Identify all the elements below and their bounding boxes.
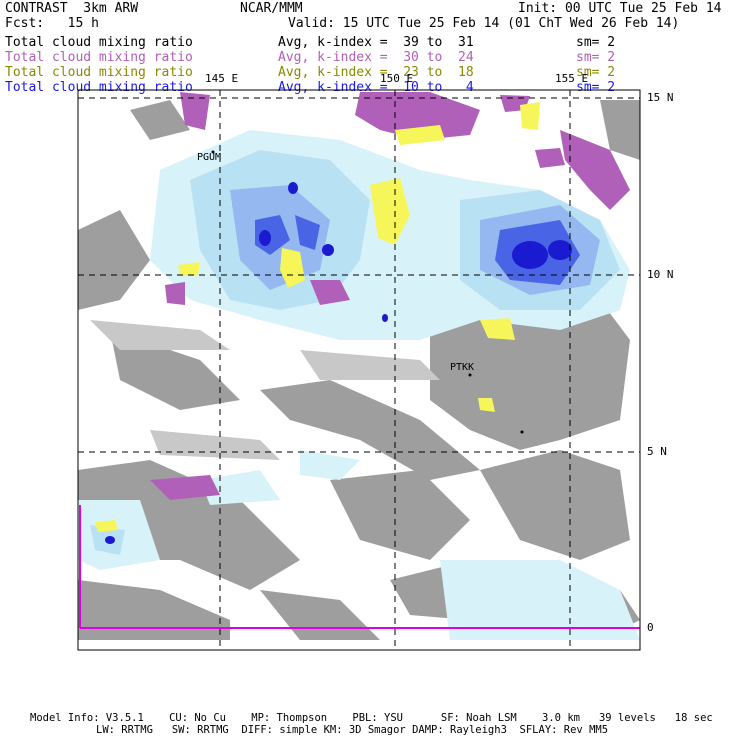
pale-cyan-patch xyxy=(440,560,640,640)
gray-cloud-patch xyxy=(330,470,470,560)
gray-cloud-patch xyxy=(130,100,190,140)
legend-range: Avg, k-index = 23 to 18 xyxy=(278,65,474,80)
init-time: Init: 00 UTC Tue 25 Feb 14 xyxy=(518,1,722,16)
purple-cloud-layer xyxy=(150,92,630,500)
yellow-patch xyxy=(395,125,445,145)
plot-title: CONTRAST 3km ARW xyxy=(5,1,139,16)
deep-blue-core xyxy=(288,182,298,194)
legend-field: Total cloud mixing ratio xyxy=(5,50,193,65)
legend-range: Avg, k-index = 10 to 4 xyxy=(278,80,474,95)
blue-patch xyxy=(295,215,320,250)
station-label-ptkk: PTKK xyxy=(450,362,475,373)
gray-cloud-patch xyxy=(260,590,380,640)
cloud-field xyxy=(78,92,640,640)
purple-patch xyxy=(535,148,565,168)
model-info-line2: LW: RRTMG SW: RRTMG DIFF: simple KM: 3D … xyxy=(96,724,609,736)
yellow-patch xyxy=(280,248,305,288)
yellow-patch xyxy=(178,262,200,276)
gray-cloud-patch xyxy=(480,450,630,560)
lat-label-10N: 10 N xyxy=(647,268,674,281)
yellow-patch xyxy=(95,520,118,532)
center-label: NCAR/MMM xyxy=(240,1,303,16)
gray-cloud-patch xyxy=(78,210,150,310)
lon-label-145E: 145 E xyxy=(205,72,239,85)
yellow-patch xyxy=(520,102,540,130)
legend-field: Total cloud mixing ratio xyxy=(5,35,193,50)
deep-blue-cloud-layer xyxy=(105,182,572,544)
lat-label-15N: 15 N xyxy=(647,91,674,104)
purple-patch xyxy=(310,280,350,305)
light-gray-streak xyxy=(300,350,440,380)
forecast-hour: Fcst: 15 h xyxy=(5,16,99,31)
deep-blue-core xyxy=(548,240,572,260)
gray-cloud-patch xyxy=(78,580,230,640)
gray-cloud-patch xyxy=(260,380,480,480)
deep-blue-core xyxy=(322,244,334,256)
legend-smooth: sm= 2 xyxy=(576,50,616,65)
gray-cloud-layer xyxy=(78,100,640,640)
yellow-patch xyxy=(478,398,495,412)
light-gray-streak xyxy=(90,320,230,350)
model-info-line1: Model Info: V3.5.1 CU: No Cu MP: Thompso… xyxy=(30,712,713,724)
map-frame xyxy=(77,89,641,651)
purple-patch xyxy=(180,92,210,130)
yellow-cloud-layer xyxy=(95,102,540,532)
legend-smooth: sm= 2 xyxy=(576,65,616,80)
legend-range: Avg, k-index = 39 to 31 xyxy=(278,35,474,50)
purple-patch xyxy=(150,475,220,500)
legend-smooth: sm= 2 xyxy=(576,80,616,95)
legend-field: Total cloud mixing ratio xyxy=(5,80,193,95)
deep-blue-core xyxy=(259,230,271,246)
purple-patch xyxy=(560,130,630,210)
yellow-patch xyxy=(480,318,515,340)
legend-field: Total cloud mixing ratio xyxy=(5,65,193,80)
deep-blue-core xyxy=(512,241,548,269)
graticule xyxy=(78,90,640,650)
lat-label-0: 0 xyxy=(647,621,654,634)
purple-patch xyxy=(355,92,480,140)
gray-cloud-patch xyxy=(600,100,640,160)
station-marker xyxy=(211,150,215,154)
purple-patch xyxy=(165,282,185,305)
deep-blue-core xyxy=(105,536,115,544)
deep-blue-core xyxy=(382,314,388,322)
yellow-patch xyxy=(370,178,410,245)
pale-cyan-patch xyxy=(300,450,360,480)
station-label-pgum: PGUM xyxy=(197,152,222,163)
station-marker xyxy=(468,373,472,377)
lat-label-5N: 5 N xyxy=(647,445,667,458)
legend-smooth: sm= 2 xyxy=(576,35,616,50)
station-marker xyxy=(520,430,524,434)
lon-label-155E: 155 E xyxy=(555,72,589,85)
lon-label-150E: 150 E xyxy=(380,72,414,85)
light-gray-streak xyxy=(150,430,280,460)
legend-range: Avg, k-index = 30 to 24 xyxy=(278,50,474,65)
gray-cloud-patch xyxy=(430,300,630,450)
valid-time: Valid: 15 UTC Tue 25 Feb 14 (01 ChT Wed … xyxy=(288,16,680,31)
